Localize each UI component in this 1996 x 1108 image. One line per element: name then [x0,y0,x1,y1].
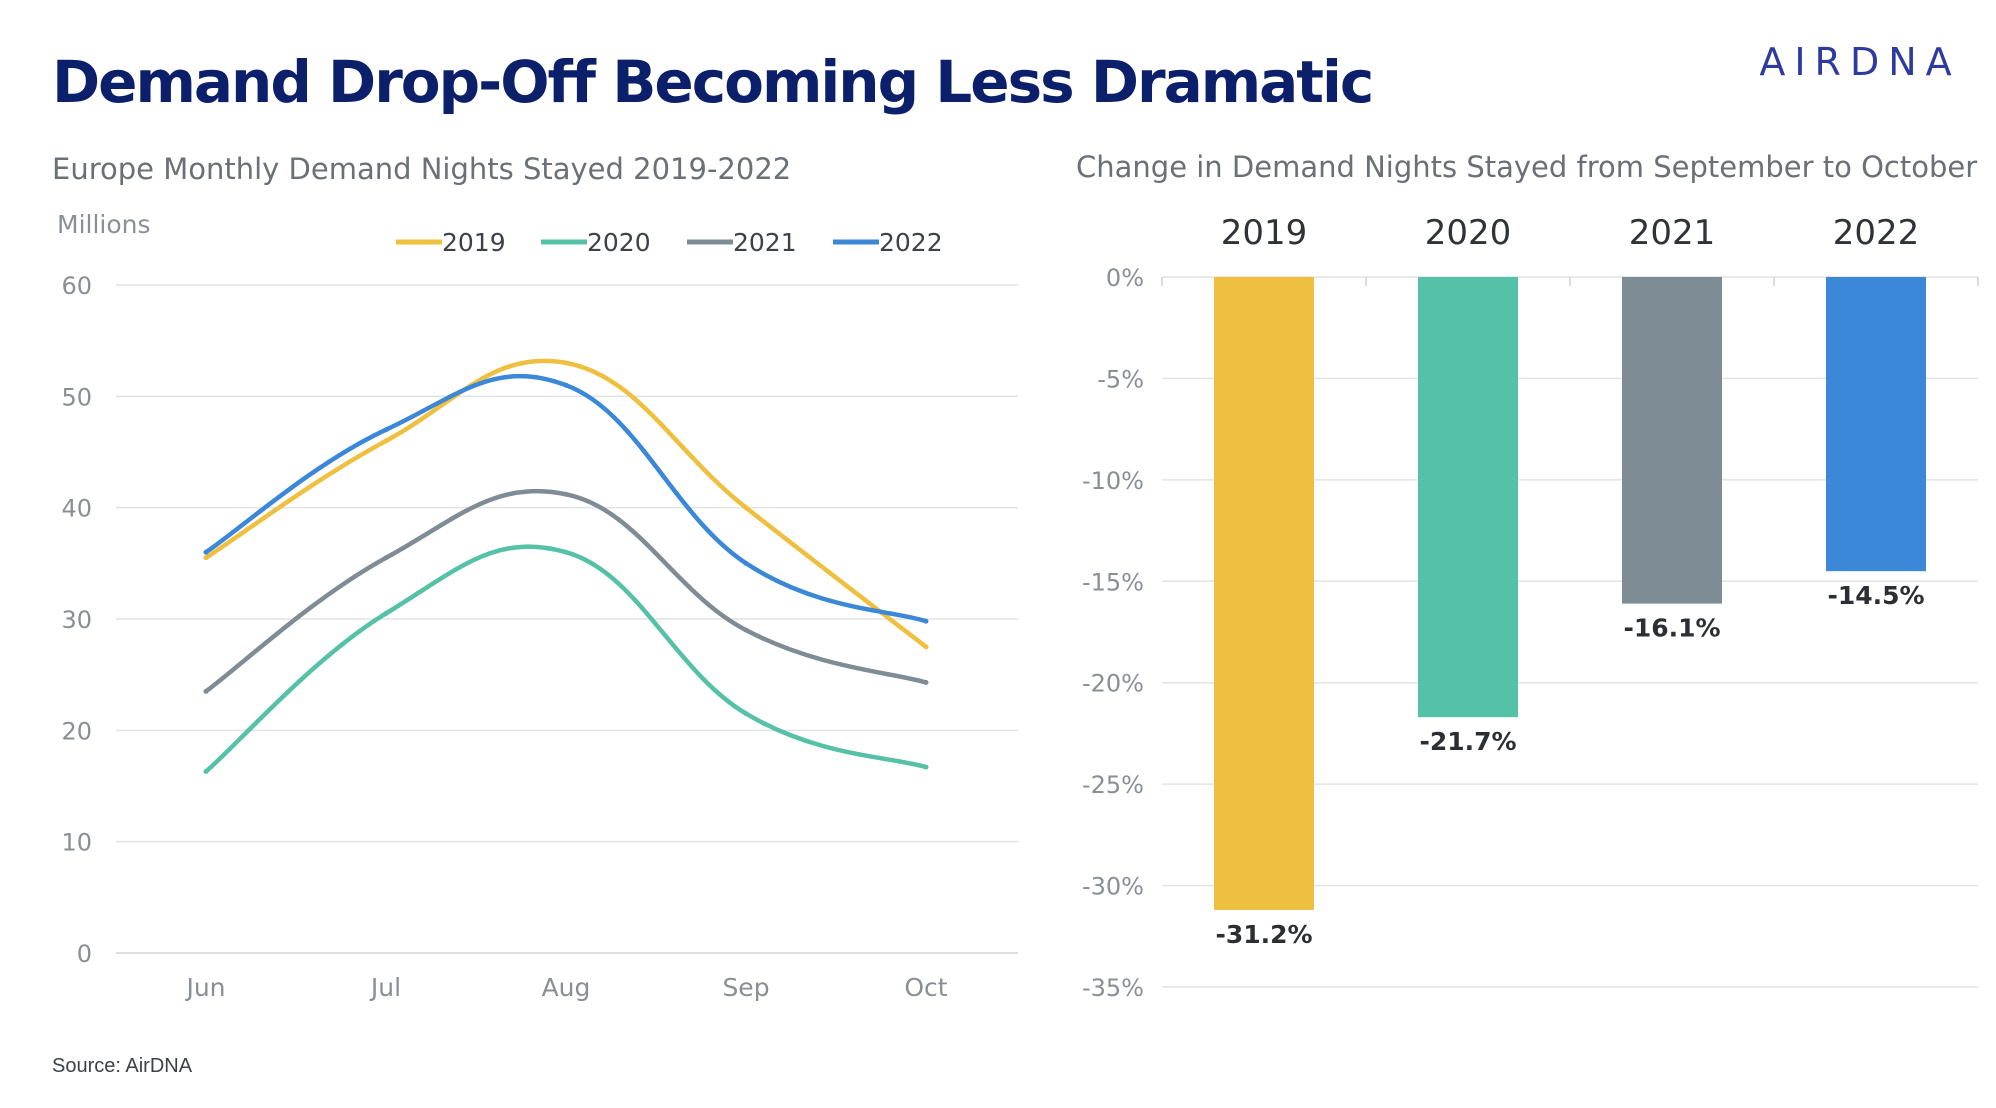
legend-label: 2022 [879,228,943,257]
y-axis-label: Millions [57,210,151,239]
y-tick-label: 40 [61,495,92,523]
category-label-2021: 2021 [1629,213,1716,253]
line-chart-title: Europe Monthly Demand Nights Stayed 2019… [52,152,792,186]
data-point-2021-Jun [203,688,209,694]
y-tick-label: -35% [1082,974,1144,1002]
data-point-2021-Oct [923,679,929,685]
x-tick-label: Oct [904,973,947,1002]
airdna-logo: AIRDNA [1760,40,1960,84]
data-point-2019-Aug [563,360,569,366]
bar-2021 [1622,277,1722,604]
legend-item-2022: 2022 [833,228,943,257]
y-tick-label: -30% [1082,873,1144,901]
x-tick-label: Jun [184,973,225,1002]
data-point-2019-Sep [743,505,749,511]
legend-item-2021: 2021 [687,228,797,257]
y-tick-label: 0% [1106,264,1144,292]
legend-label: 2021 [733,228,797,257]
y-tick-label: -5% [1097,365,1144,393]
data-point-2022-Sep [743,560,749,566]
bar-2022 [1826,277,1926,572]
airdna-logo-text: AIRDNA [1760,40,1960,84]
line-chart: Millions 0 10 20 30 40 50 60 Jun Jul Aug Sep Oct 2019… [57,210,1018,1002]
data-point-2021-Jul [383,555,389,561]
y-tick-label: 0 [77,940,92,968]
data-point-2019-Oct [923,644,929,650]
y-tick-label: -15% [1082,568,1144,596]
data-point-2020-Jul [383,610,389,616]
data-point-2020-Sep [743,711,749,717]
data-point-2020-Jun [203,769,209,775]
y-tick-label: -10% [1082,467,1144,495]
x-tick-label: Aug [542,973,591,1002]
y-tick-label: 60 [61,272,92,300]
y-tick-label: -25% [1082,771,1144,799]
series-line-2021 [203,488,929,694]
y-tick-label: 20 [61,717,92,745]
data-label-2019: -31.2% [1215,920,1312,949]
bar-2020 [1418,277,1518,718]
y-tick-label: -20% [1082,670,1144,698]
legend-item-2019: 2019 [396,228,506,257]
data-point-2022-Jul [383,427,389,433]
data-point-2021-Aug [563,491,569,497]
y-tick-label: 30 [61,606,92,634]
source-note: Source: AirDNA [52,1055,193,1077]
page-title: Demand Drop-Off Becoming Less Dramatic [52,48,1374,116]
data-point-2019-Jul [383,438,389,444]
legend-item-2020: 2020 [541,228,651,257]
legend-label: 2020 [587,228,651,257]
y-tick-label: 50 [61,383,92,411]
data-label-2020: -21.7% [1419,727,1516,756]
data-label-2021: -16.1% [1623,614,1720,643]
category-label-2022: 2022 [1833,213,1920,253]
data-point-2022-Jun [203,549,209,555]
bar-chart: 0% -5% -10% -15% -20% -25% -30% -35% 2019 -31.2% 2… [1082,213,1979,1002]
data-label-2022: -14.5% [1827,581,1924,610]
legend-label: 2019 [442,228,506,257]
bar-chart-title: Change in Demand Nights Stayed from Sept… [1076,150,1978,184]
x-tick-label: Jul [369,973,401,1002]
data-point-2021-Sep [743,627,749,633]
series-line-2022 [203,374,929,624]
data-point-2022-Aug [563,382,569,388]
y-tick-label: 10 [61,829,92,857]
x-tick-label: Sep [722,973,769,1002]
data-point-2020-Oct [923,764,929,770]
bar-2019 [1214,277,1314,910]
data-point-2020-Aug [563,549,569,555]
data-point-2022-Oct [923,618,929,624]
category-label-2019: 2019 [1221,213,1308,253]
data-point-2019-Jun [203,555,209,561]
category-label-2020: 2020 [1425,213,1512,253]
